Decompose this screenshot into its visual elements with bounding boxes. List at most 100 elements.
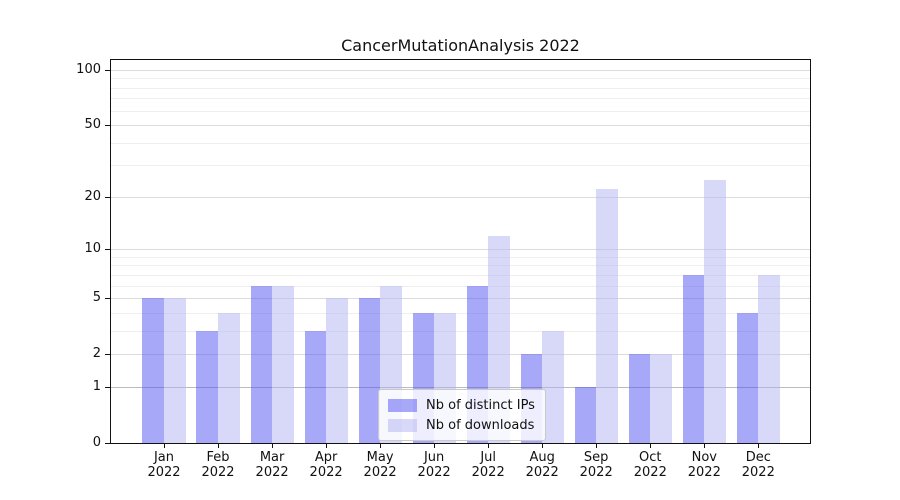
year-label: 2022: [579, 465, 613, 480]
legend-label: Nb of downloads: [426, 417, 535, 433]
month-label: Mar: [259, 450, 285, 465]
minor-gridline: [111, 165, 810, 167]
x-tick-label: Sep 2022: [564, 450, 628, 480]
y-tick-label: 100: [76, 61, 101, 77]
major-gridline: [111, 69, 810, 71]
bar-distinct-ips-oct: [628, 354, 651, 443]
month-label: Oct: [639, 450, 662, 465]
month-label: Jul: [480, 450, 497, 465]
legend-swatch: [388, 418, 417, 432]
year-label: 2022: [633, 465, 667, 480]
month-label: Jun: [423, 450, 445, 465]
y-tick-mark: [105, 386, 110, 388]
year-label: 2022: [201, 465, 235, 480]
minor-gridline: [111, 98, 810, 100]
year-label: 2022: [687, 465, 721, 480]
x-tick-label: Feb 2022: [186, 450, 250, 480]
major-gridline: [111, 298, 810, 300]
bar-distinct-ips-nov: [682, 274, 705, 443]
x-tick-mark: [542, 444, 544, 448]
major-gridline: [111, 249, 810, 250]
x-tick-mark: [758, 444, 760, 448]
bar-distinct-ips-dec: [736, 312, 759, 443]
x-tick-mark: [164, 444, 165, 448]
y-tick-mark: [105, 443, 110, 444]
bar-distinct-ips-jan: [142, 298, 164, 443]
legend: Nb of distinct IPs Nb of downloads: [378, 389, 546, 441]
y-tick-label: 5: [92, 290, 101, 306]
bar-downloads-mar: [272, 285, 294, 443]
minor-gridline: [111, 110, 810, 112]
minor-gridline: [111, 142, 810, 144]
minor-gridline: [111, 285, 810, 287]
month-label: May: [366, 450, 394, 465]
year-label: 2022: [309, 465, 343, 480]
legend-swatch: [388, 398, 417, 412]
x-tick-label: Jun 2022: [402, 450, 466, 480]
x-tick-mark: [380, 444, 382, 448]
bar-distinct-ips-apr: [304, 330, 327, 443]
year-label: 2022: [417, 465, 451, 480]
x-tick-label: Oct 2022: [618, 450, 682, 480]
x-tick-label: Nov 2022: [672, 450, 736, 480]
y-tick-label: 50: [84, 117, 101, 132]
y-tick-mark: [105, 196, 110, 198]
month-label: Jan: [153, 450, 175, 465]
bar-distinct-ips-feb: [196, 330, 218, 443]
major-gridline: [111, 354, 810, 356]
bar-distinct-ips-sep: [574, 386, 597, 443]
y-tick-label: 2: [92, 346, 101, 362]
x-tick-label: Jan 2022: [132, 450, 196, 480]
x-tick-label: Jul 2022: [456, 450, 520, 480]
month-label: Sep: [583, 450, 609, 465]
bar-downloads-feb: [218, 312, 240, 443]
x-tick-mark: [488, 444, 490, 448]
x-tick-mark: [218, 444, 219, 448]
y-tick-label: 10: [84, 241, 101, 256]
minor-gridline: [111, 312, 810, 314]
x-tick-label: Aug 2022: [510, 450, 574, 480]
y-tick-mark: [105, 125, 110, 126]
y-tick-mark: [105, 249, 110, 250]
minor-gridline: [111, 78, 810, 80]
bar-downloads-apr: [326, 298, 348, 443]
year-label: 2022: [255, 465, 289, 480]
month-label: Nov: [691, 450, 717, 465]
bar-downloads-jan: [164, 298, 186, 443]
major-gridline: [111, 125, 810, 126]
major-gridline: [111, 196, 810, 198]
legend-label: Nb of distinct IPs: [426, 397, 535, 413]
x-tick-mark: [596, 444, 598, 448]
minor-gridline: [111, 87, 810, 89]
legend-row: Nb of downloads: [388, 415, 535, 435]
x-tick-mark: [272, 444, 274, 448]
year-label: 2022: [525, 465, 559, 480]
bar-downloads-aug: [542, 330, 564, 443]
legend-row: Nb of distinct IPs: [388, 395, 535, 415]
x-tick-mark: [326, 444, 328, 448]
major-gridline: [111, 386, 810, 388]
bar-downloads-oct: [650, 354, 672, 443]
bar-distinct-ips-mar: [250, 285, 273, 443]
month-label: Feb: [206, 450, 230, 465]
minor-gridline: [111, 265, 810, 267]
bar-distinct-ips-may: [358, 298, 381, 443]
bar-downloads-nov: [704, 179, 726, 443]
x-tick-label: Mar 2022: [240, 450, 304, 480]
year-label: 2022: [363, 465, 397, 480]
x-tick-mark: [434, 444, 436, 448]
month-label: Dec: [745, 450, 771, 465]
month-label: Apr: [314, 450, 338, 465]
minor-gridline: [111, 256, 810, 258]
y-tick-label: 0: [92, 435, 101, 450]
plot-area: [110, 59, 811, 444]
x-tick-label: May 2022: [348, 450, 412, 480]
year-label: 2022: [471, 465, 505, 480]
minor-gridline: [111, 274, 810, 276]
bar-downloads-dec: [758, 274, 780, 443]
x-tick-mark: [704, 444, 706, 448]
chart-title: CancerMutationAnalysis 2022: [341, 36, 580, 55]
year-label: 2022: [147, 465, 181, 480]
x-tick-mark: [650, 444, 652, 448]
y-tick-mark: [105, 354, 110, 356]
